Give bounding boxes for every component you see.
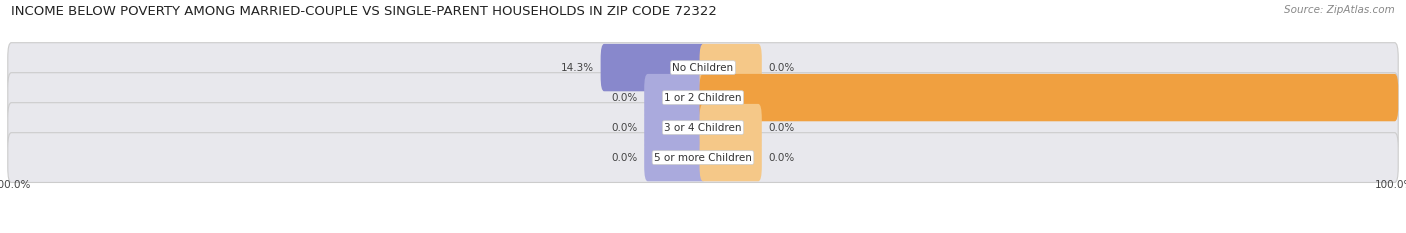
Text: 1 or 2 Children: 1 or 2 Children <box>664 93 742 103</box>
FancyBboxPatch shape <box>8 103 1398 152</box>
FancyBboxPatch shape <box>600 44 706 91</box>
Text: 0.0%: 0.0% <box>769 63 794 73</box>
FancyBboxPatch shape <box>700 104 762 151</box>
FancyBboxPatch shape <box>8 133 1398 182</box>
FancyBboxPatch shape <box>644 134 706 181</box>
Text: INCOME BELOW POVERTY AMONG MARRIED-COUPLE VS SINGLE-PARENT HOUSEHOLDS IN ZIP COD: INCOME BELOW POVERTY AMONG MARRIED-COUPL… <box>11 5 717 18</box>
Text: No Children: No Children <box>672 63 734 73</box>
FancyBboxPatch shape <box>8 43 1398 93</box>
Text: 5 or more Children: 5 or more Children <box>654 153 752 163</box>
Text: 0.0%: 0.0% <box>612 153 637 163</box>
Text: 3 or 4 Children: 3 or 4 Children <box>664 123 742 133</box>
Text: 0.0%: 0.0% <box>769 153 794 163</box>
FancyBboxPatch shape <box>644 74 706 121</box>
FancyBboxPatch shape <box>700 44 762 91</box>
Text: 0.0%: 0.0% <box>612 93 637 103</box>
Text: Source: ZipAtlas.com: Source: ZipAtlas.com <box>1284 5 1395 15</box>
Text: 0.0%: 0.0% <box>769 123 794 133</box>
Text: 14.3%: 14.3% <box>561 63 593 73</box>
FancyBboxPatch shape <box>700 134 762 181</box>
FancyBboxPatch shape <box>644 104 706 151</box>
FancyBboxPatch shape <box>8 73 1398 123</box>
FancyBboxPatch shape <box>700 74 1398 121</box>
Text: 0.0%: 0.0% <box>612 123 637 133</box>
